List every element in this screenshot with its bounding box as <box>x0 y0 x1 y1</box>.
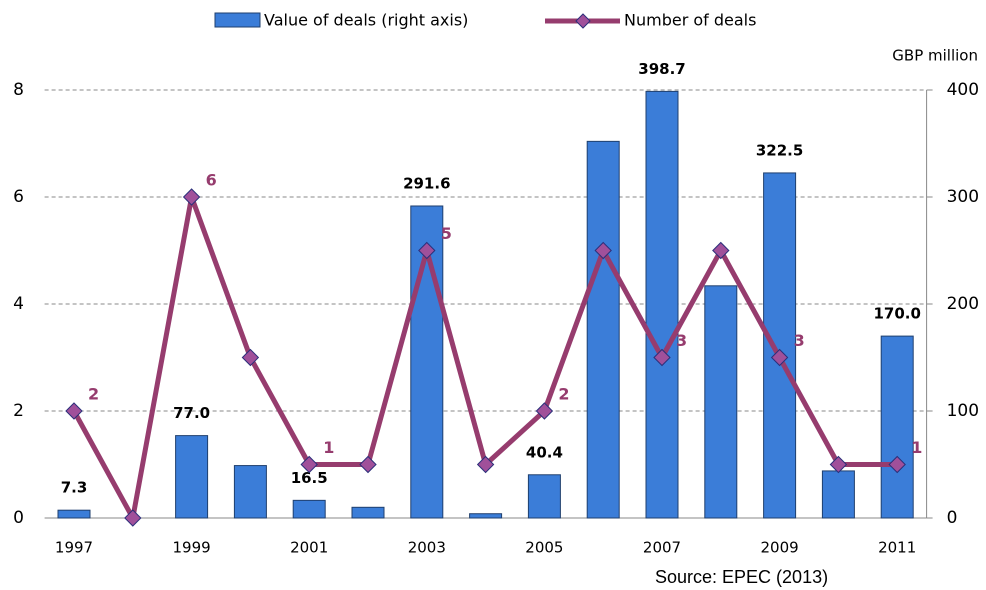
x-tick-label: 1997 <box>55 539 93 557</box>
bar <box>645 90 679 519</box>
legend-label: Value of deals (right axis) <box>264 11 468 30</box>
x-tick-label: 1999 <box>173 539 211 557</box>
line-value-label: 1 <box>323 438 334 457</box>
x-tick-label: 2009 <box>761 539 799 557</box>
bar <box>175 435 209 519</box>
bar <box>586 140 620 519</box>
marker <box>418 241 436 260</box>
y2-tick-label: 100 <box>947 401 979 421</box>
marker <box>241 348 260 367</box>
line-value-label: 1 <box>911 438 922 457</box>
bar-value-label: 398.7 <box>638 60 685 78</box>
x-tick-label: 2007 <box>643 539 681 557</box>
bar <box>704 285 738 519</box>
marker <box>359 455 377 474</box>
bar-value-label: 77.0 <box>173 404 210 422</box>
x-tick-label: 2005 <box>525 539 563 557</box>
y2-tick-label: 400 <box>947 80 979 100</box>
marker <box>65 402 83 420</box>
y2-tick-label: 0 <box>947 508 958 528</box>
bar <box>233 465 267 519</box>
line-value-label: 6 <box>206 171 217 190</box>
bar-value-label: 170.0 <box>873 305 920 323</box>
y-tick-label: 6 <box>13 187 24 207</box>
marker <box>124 509 142 527</box>
y-tick-label: 4 <box>13 294 24 314</box>
bar <box>57 509 91 519</box>
y-tick-label: 0 <box>13 508 24 528</box>
legend-swatch <box>214 12 261 28</box>
bar <box>351 506 385 519</box>
legend-swatch <box>575 13 591 29</box>
marker <box>888 455 906 474</box>
bar <box>527 474 561 519</box>
line-value-label: 2 <box>88 385 99 404</box>
x-tick-label: 2001 <box>290 539 328 557</box>
marker <box>594 241 612 260</box>
marker <box>535 402 554 420</box>
line-value-label: 3 <box>676 331 687 350</box>
line-value-label: 3 <box>794 331 805 350</box>
marker <box>770 348 789 367</box>
bar <box>821 470 855 519</box>
bar-value-label: 291.6 <box>403 174 450 192</box>
y-tick-label: 8 <box>13 80 24 100</box>
line-value-label: 5 <box>441 224 452 243</box>
bar <box>469 513 503 519</box>
source: Source: EPEC (2013) <box>655 567 828 587</box>
y-tick-label: 2 <box>13 401 24 421</box>
bar-value-label: 322.5 <box>756 141 803 159</box>
y2-axis-label: GBP million <box>892 47 978 65</box>
line-value-label: 2 <box>558 385 569 404</box>
bar-value-label: 40.4 <box>526 443 563 461</box>
marker <box>476 455 495 474</box>
marker <box>300 455 318 474</box>
x-tick-label: 2011 <box>878 539 916 557</box>
marker <box>653 348 671 367</box>
bar <box>880 335 914 519</box>
bar <box>292 499 326 519</box>
bar-value-label: 7.3 <box>61 479 88 497</box>
y2-tick-label: 300 <box>947 187 979 207</box>
x-tick-label: 2003 <box>408 539 446 557</box>
marker <box>712 241 730 260</box>
bar-value-label: 16.5 <box>291 469 328 487</box>
marker <box>182 188 201 206</box>
marker <box>829 455 848 474</box>
y2-tick-label: 200 <box>947 294 979 314</box>
bar <box>763 172 797 519</box>
legend-label: Number of deals <box>624 11 756 30</box>
